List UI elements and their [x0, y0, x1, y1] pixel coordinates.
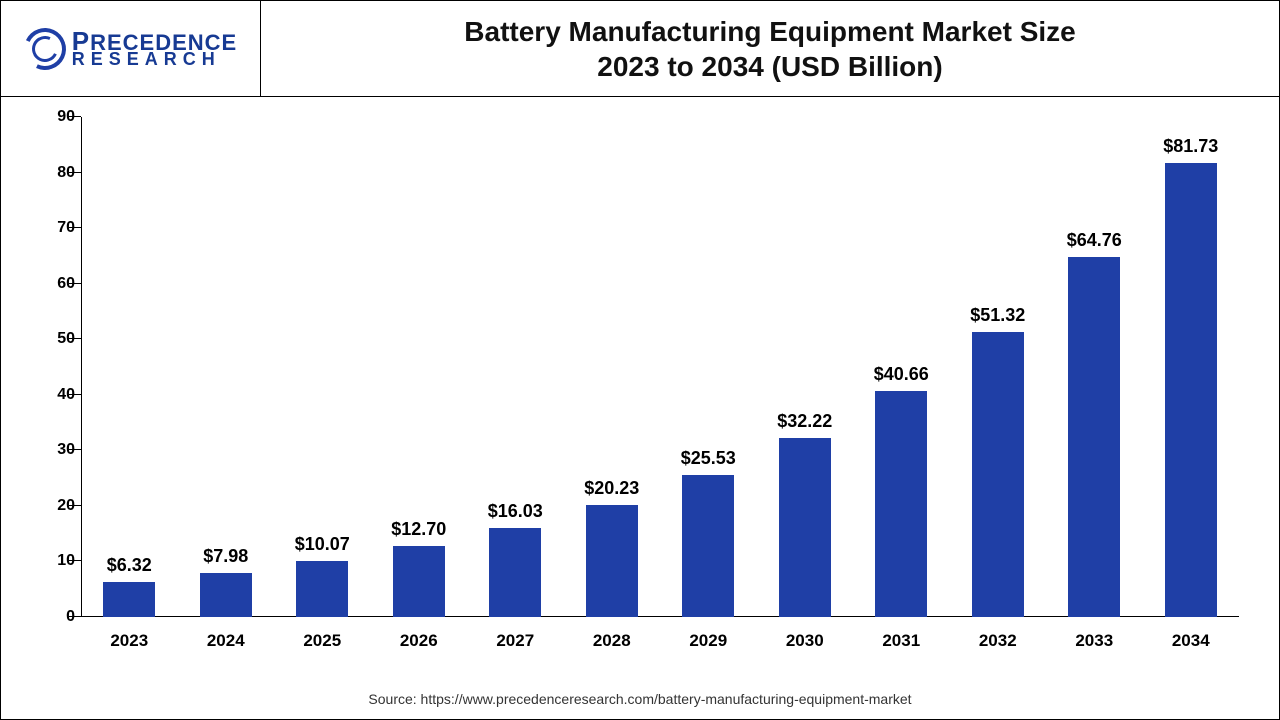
- logo-mark-icon: [24, 28, 66, 70]
- y-tick-mark: [69, 505, 81, 506]
- logo-text-bottom: RESEARCH: [72, 51, 237, 67]
- bar-slot: $6.322023: [81, 117, 178, 617]
- bar-slot: $10.072025: [274, 117, 371, 617]
- bar-slot: $7.982024: [178, 117, 275, 617]
- x-category-label: 2028: [593, 631, 631, 651]
- x-category-label: 2030: [786, 631, 824, 651]
- bar: [489, 528, 541, 617]
- title-cell: Battery Manufacturing Equipment Market S…: [261, 14, 1279, 84]
- x-category-label: 2026: [400, 631, 438, 651]
- y-tick-mark: [69, 172, 81, 173]
- bar-value-label: $20.23: [584, 478, 639, 499]
- bar-slot: $20.232028: [564, 117, 661, 617]
- bar-slot: $81.732034: [1143, 117, 1240, 617]
- header-row: PRECEDENCE RESEARCH Battery Manufacturin…: [1, 1, 1279, 97]
- bar-value-label: $51.32: [970, 305, 1025, 326]
- bar-value-label: $32.22: [777, 411, 832, 432]
- y-tick-label: 60: [31, 275, 75, 293]
- bar-value-label: $16.03: [488, 501, 543, 522]
- y-tick-mark: [69, 560, 81, 561]
- bar-value-label: $25.53: [681, 448, 736, 469]
- bar-value-label: $64.76: [1067, 230, 1122, 251]
- y-tick-label: 50: [31, 330, 75, 348]
- chart-title-line2: 2023 to 2034 (USD Billion): [597, 49, 942, 84]
- y-tick-label: 90: [31, 108, 75, 126]
- bar: [682, 475, 734, 617]
- chart-card: PRECEDENCE RESEARCH Battery Manufacturin…: [0, 0, 1280, 720]
- x-category-label: 2033: [1075, 631, 1113, 651]
- brand-logo: PRECEDENCE RESEARCH: [24, 28, 237, 70]
- y-tick-label: 80: [31, 164, 75, 182]
- y-tick-label: 70: [31, 219, 75, 237]
- bar: [586, 505, 638, 617]
- y-tick-label: 20: [31, 497, 75, 515]
- y-tick-label: 30: [31, 441, 75, 459]
- bar-value-label: $6.32: [107, 555, 152, 576]
- bar: [875, 391, 927, 617]
- bar-value-label: $7.98: [203, 546, 248, 567]
- x-category-label: 2027: [496, 631, 534, 651]
- bar: [393, 546, 445, 617]
- brand-logo-cell: PRECEDENCE RESEARCH: [1, 1, 261, 96]
- y-tick-label: 0: [31, 608, 75, 626]
- bar-slot: $51.322032: [950, 117, 1047, 617]
- x-category-label: 2034: [1172, 631, 1210, 651]
- bar: [200, 573, 252, 617]
- y-tick-mark: [69, 449, 81, 450]
- bar-value-label: $40.66: [874, 364, 929, 385]
- x-category-label: 2029: [689, 631, 727, 651]
- bar: [1068, 257, 1120, 617]
- y-tick-label: 40: [31, 386, 75, 404]
- bar-value-label: $10.07: [295, 534, 350, 555]
- x-category-label: 2032: [979, 631, 1017, 651]
- y-tick-label: 10: [31, 552, 75, 570]
- bar-value-label: $12.70: [391, 519, 446, 540]
- y-tick-mark: [69, 227, 81, 228]
- bar: [779, 438, 831, 617]
- bars-container: $6.322023$7.982024$10.072025$12.702026$1…: [81, 117, 1239, 617]
- y-tick-mark: [69, 283, 81, 284]
- bar-slot: $32.222030: [757, 117, 854, 617]
- bar-slot: $12.702026: [371, 117, 468, 617]
- bar-chart: $6.322023$7.982024$10.072025$12.702026$1…: [81, 117, 1239, 617]
- x-category-label: 2023: [110, 631, 148, 651]
- x-category-label: 2031: [882, 631, 920, 651]
- plot-area: $6.322023$7.982024$10.072025$12.702026$1…: [1, 97, 1279, 677]
- bar-slot: $25.532029: [660, 117, 757, 617]
- bar: [103, 582, 155, 617]
- bar: [1165, 163, 1217, 617]
- source-text: Source: https://www.precedenceresearch.c…: [1, 691, 1279, 707]
- chart-title-line1: Battery Manufacturing Equipment Market S…: [464, 14, 1075, 49]
- bar: [972, 332, 1024, 617]
- bar-slot: $64.762033: [1046, 117, 1143, 617]
- y-tick-mark: [69, 116, 81, 117]
- x-category-label: 2024: [207, 631, 245, 651]
- y-tick-mark: [69, 338, 81, 339]
- y-tick-mark: [69, 616, 81, 617]
- y-tick-mark: [69, 394, 81, 395]
- x-category-label: 2025: [303, 631, 341, 651]
- bar-slot: $16.032027: [467, 117, 564, 617]
- bar: [296, 561, 348, 617]
- bar-value-label: $81.73: [1163, 136, 1218, 157]
- bar-slot: $40.662031: [853, 117, 950, 617]
